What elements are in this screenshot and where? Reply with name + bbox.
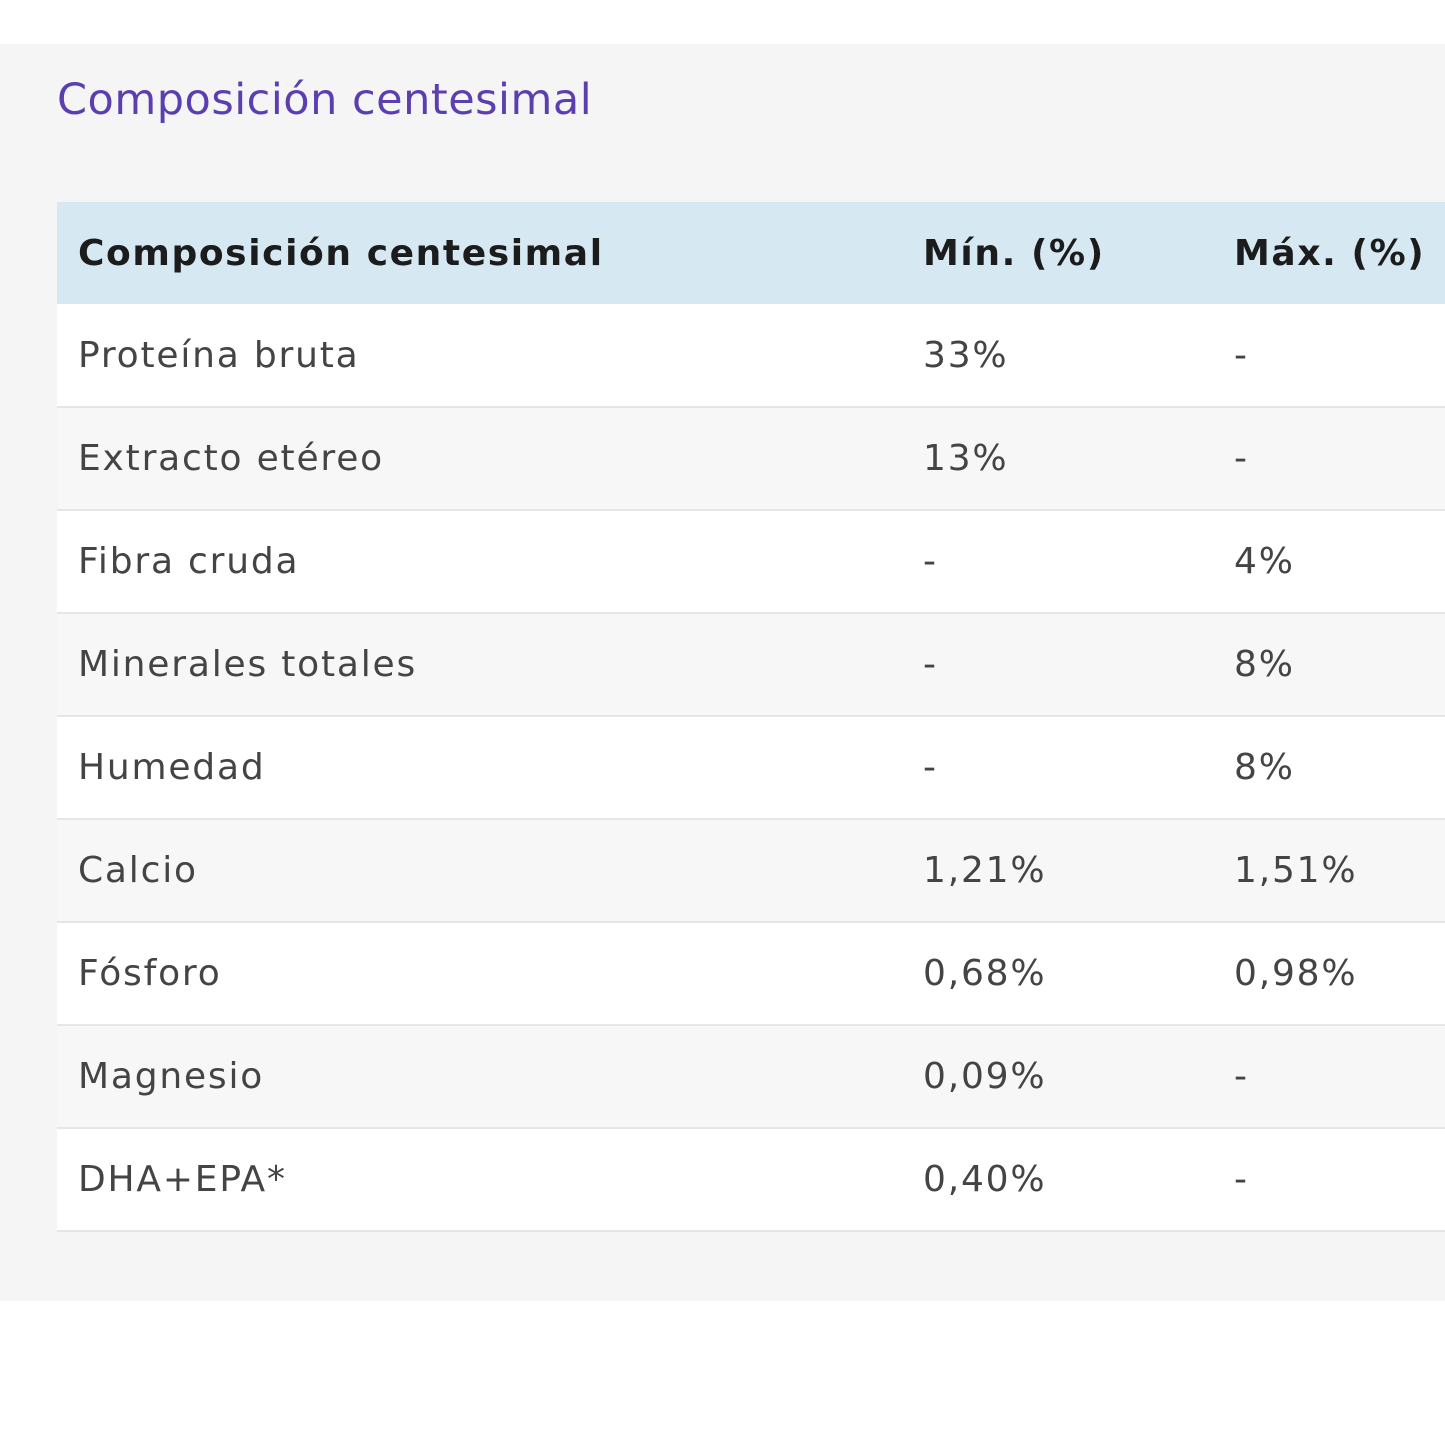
row-max: 0,98% [1213, 922, 1445, 1026]
row-min: 0,68% [902, 922, 1213, 1026]
table-row: Magnesio 0,09% - [57, 1025, 1445, 1129]
row-name: Calcio [57, 819, 902, 923]
row-min: 0,40% [902, 1128, 1213, 1232]
row-name: Proteína bruta [57, 304, 902, 408]
row-max: - [1213, 407, 1445, 511]
row-name: DHA+EPA* [57, 1128, 902, 1232]
row-max: 8% [1213, 613, 1445, 717]
row-name: Fósforo [57, 922, 902, 1026]
composition-panel: Composición centesimal Composición cente… [0, 44, 1445, 1301]
table-row: Minerales totales - 8% [57, 613, 1445, 717]
header-min: Mín. (%) [902, 202, 1213, 304]
header-composition: Composición centesimal [57, 202, 902, 304]
row-name: Magnesio [57, 1025, 902, 1129]
row-min: 1,21% [902, 819, 1213, 923]
table-row: Extracto etéreo 13% - [57, 407, 1445, 511]
table-row: Proteína bruta 33% - [57, 304, 1445, 408]
row-max: - [1213, 304, 1445, 408]
row-min: - [902, 613, 1213, 717]
table-header-row: Composición centesimal Mín. (%) Máx. (%) [57, 202, 1445, 304]
composition-table: Composición centesimal Mín. (%) Máx. (%)… [57, 202, 1445, 1232]
section-title: Composición centesimal [57, 75, 593, 125]
row-name: Humedad [57, 716, 902, 820]
row-min: 13% [902, 407, 1213, 511]
row-max: - [1213, 1128, 1445, 1232]
row-name: Minerales totales [57, 613, 902, 717]
table-row: Fósforo 0,68% 0,98% [57, 922, 1445, 1026]
row-name: Extracto etéreo [57, 407, 902, 511]
table-row: Humedad - 8% [57, 716, 1445, 820]
row-min: 33% [902, 304, 1213, 408]
row-name: Fibra cruda [57, 510, 902, 614]
table-row: DHA+EPA* 0,40% - [57, 1128, 1445, 1232]
row-max: - [1213, 1025, 1445, 1129]
table-row: Calcio 1,21% 1,51% [57, 819, 1445, 923]
header-max: Máx. (%) [1213, 202, 1445, 304]
row-max: 4% [1213, 510, 1445, 614]
row-min: - [902, 716, 1213, 820]
row-max: 1,51% [1213, 819, 1445, 923]
row-min: - [902, 510, 1213, 614]
row-min: 0,09% [902, 1025, 1213, 1129]
table-row: Fibra cruda - 4% [57, 510, 1445, 614]
row-max: 8% [1213, 716, 1445, 820]
